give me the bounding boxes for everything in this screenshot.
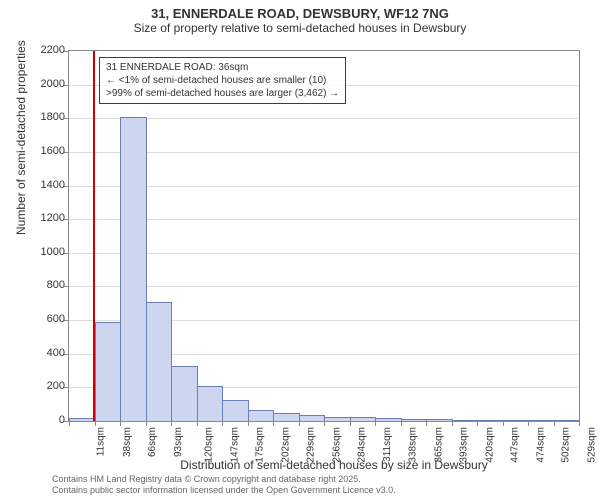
y-tick-label: 200 [35,380,65,392]
histogram-bar [171,366,198,421]
y-tick-label: 1800 [35,111,65,123]
x-tick-mark [350,421,351,426]
x-tick-label: 66sqm [147,427,158,457]
y-tick-label: 800 [35,279,65,291]
annotation-line-3: >99% of semi-detached houses are larger … [106,87,339,100]
x-tick-mark [554,421,555,426]
histogram-bar [222,400,249,421]
x-tick-label: 311sqm [381,427,392,462]
histogram-bar [375,418,402,421]
x-tick-mark [248,421,249,426]
x-tick-mark [528,421,529,426]
annotation-line-2: ← <1% of semi-detached houses are smalle… [106,74,339,87]
x-tick-mark [324,421,325,426]
x-tick-label: 93sqm [173,427,184,457]
y-tick-label: 1600 [35,145,65,157]
footer-text: Contains HM Land Registry data © Crown c… [52,474,396,496]
chart-container: 31, ENNERDALE ROAD, DEWSBURY, WF12 7NG S… [0,0,600,500]
y-tick-label: 1400 [35,179,65,191]
histogram-bar [528,420,555,421]
x-tick-mark [120,421,121,426]
footer-line-1: Contains HM Land Registry data © Crown c… [52,474,396,485]
x-tick-label: 11sqm [95,427,106,456]
histogram-bar [95,322,122,421]
x-tick-mark [222,421,223,426]
histogram-bar [146,302,173,421]
histogram-bar [248,410,275,421]
x-tick-mark [95,421,96,426]
histogram-bar [120,117,147,421]
x-tick-label: 38sqm [122,427,133,457]
annotation-line-1: 31 ENNERDALE ROAD: 36sqm [106,61,339,74]
plot-area: 11sqm38sqm66sqm93sqm120sqm147sqm175sqm20… [68,50,580,422]
x-tick-mark [426,421,427,426]
x-tick-mark [579,421,580,426]
histogram-bar [299,415,326,421]
histogram-bar [401,419,428,421]
property-marker-line [93,51,95,421]
x-tick-mark [477,421,478,426]
chart-subtitle: Size of property relative to semi-detach… [0,21,600,39]
annotation-box: 31 ENNERDALE ROAD: 36sqm ← <1% of semi-d… [99,57,346,104]
y-tick-label: 1000 [35,246,65,258]
y-tick-label: 2200 [35,44,65,56]
y-axis-label: Number of semi-detached properties [14,40,28,235]
histogram-bar [452,420,479,422]
x-tick-mark [69,421,70,426]
x-tick-mark [401,421,402,426]
histogram-bar [554,420,581,421]
histogram-bar [477,420,504,422]
y-tick-label: 1200 [35,212,65,224]
histogram-bar [197,386,224,421]
x-tick-mark [503,421,504,426]
x-tick-mark [171,421,172,426]
histogram-bar [350,417,377,421]
chart-title: 31, ENNERDALE ROAD, DEWSBURY, WF12 7NG [0,0,600,21]
x-tick-mark [452,421,453,426]
footer-line-2: Contains public sector information licen… [52,485,396,496]
x-tick-mark [273,421,274,426]
y-tick-label: 0 [35,414,65,426]
histogram-bar [426,419,453,421]
x-tick-mark [299,421,300,426]
x-tick-mark [375,421,376,426]
x-axis-label: Distribution of semi-detached houses by … [0,458,600,472]
histogram-bar [69,418,96,421]
y-tick-label: 2000 [35,78,65,90]
histogram-bar [324,417,351,421]
x-tick-mark [146,421,147,426]
x-tick-mark [197,421,198,426]
y-tick-label: 400 [35,347,65,359]
histogram-bar [273,413,300,421]
histogram-bar [503,420,530,421]
y-tick-label: 600 [35,313,65,325]
